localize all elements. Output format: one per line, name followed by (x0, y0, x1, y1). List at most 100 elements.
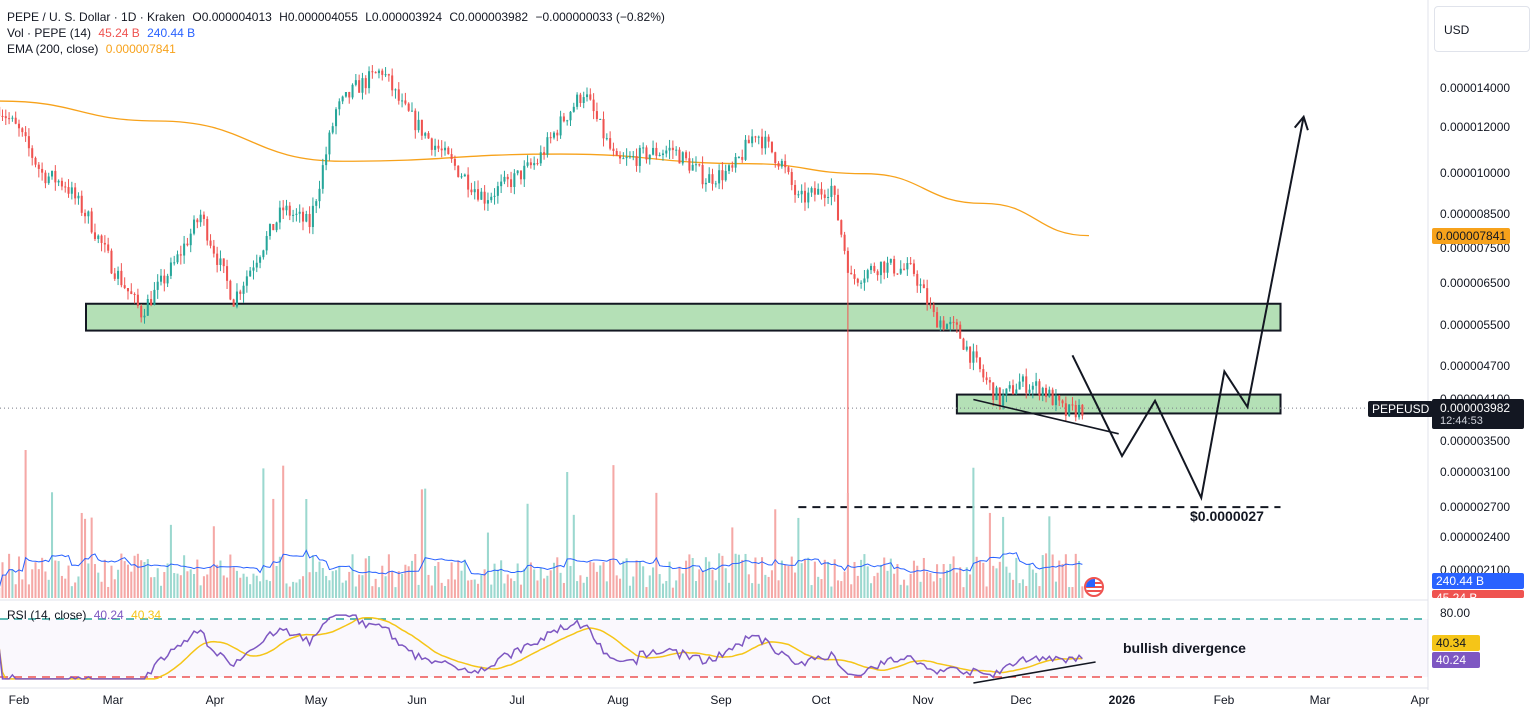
time-label: Apr (1410, 693, 1430, 707)
candle-body (209, 240, 212, 246)
candle-body (652, 147, 655, 155)
candle-body (424, 133, 427, 136)
volume-bar (348, 571, 351, 598)
volume-bar (424, 488, 427, 598)
currency-button[interactable]: USD (1434, 6, 1530, 52)
candle-body (546, 137, 549, 155)
candle-body (1005, 388, 1008, 395)
volume-bar (526, 503, 529, 598)
volume-label[interactable]: Vol · PEPE (14) (7, 26, 92, 40)
volume-bar (480, 575, 483, 598)
candle-body (1011, 385, 1015, 395)
volume-bar (209, 566, 212, 598)
volume-bar (546, 575, 549, 598)
price-tick: 0.000003100 (1440, 465, 1511, 479)
candle-body (503, 176, 506, 182)
volume-bar (27, 584, 30, 598)
candle-body (57, 180, 60, 183)
candle-body (110, 250, 113, 274)
volume-bar (612, 465, 615, 598)
volume-bar (744, 553, 747, 598)
candle-body (562, 116, 565, 122)
volume-bar (80, 512, 83, 598)
volume-bar (833, 559, 836, 598)
volume-bar (926, 571, 929, 598)
volume-bar (731, 527, 734, 598)
volume-bar (262, 468, 265, 598)
candle-body (936, 312, 939, 328)
volume-bar (1071, 587, 1074, 598)
candle-body (566, 120, 569, 122)
candle-body (100, 235, 103, 243)
volume-bar (4, 574, 7, 598)
candle-body (533, 163, 536, 166)
volume-bar (959, 567, 962, 598)
volume-bar (391, 571, 394, 598)
us-flag-icon[interactable] (1084, 577, 1104, 597)
candle-body (698, 164, 701, 166)
volume-bar (794, 572, 797, 598)
candle-body (912, 263, 915, 274)
price-tick: 0.000012000 (1440, 120, 1511, 134)
time-label: Feb (1213, 693, 1235, 707)
candle-body (282, 207, 285, 211)
candle-body (255, 262, 258, 268)
candle-body (873, 265, 876, 272)
volume-bar (632, 576, 635, 598)
volume-bar (797, 517, 800, 598)
candle-body (840, 220, 843, 235)
volume-bar (559, 572, 562, 598)
open-value: O0.000004013 (192, 10, 272, 24)
volume-bar (143, 562, 146, 598)
candle-body (552, 132, 556, 138)
candle-body (341, 96, 344, 102)
volume-bar (562, 582, 565, 598)
candle-body (1054, 395, 1057, 406)
candle-body (1074, 404, 1077, 418)
ema-label[interactable]: EMA (200, close) (7, 42, 99, 56)
volume-bar (57, 561, 60, 598)
rsi-label[interactable]: RSI (14, close) (7, 608, 87, 622)
volume-ma-value: 240.44 B (147, 26, 196, 40)
rsi-line (0, 614, 1083, 680)
volume-bar (665, 580, 668, 598)
volume-bar (351, 554, 354, 598)
candle-body (1068, 404, 1071, 416)
candle-body (737, 156, 740, 158)
volume-bar (120, 553, 123, 598)
time-label: Mar (102, 693, 124, 707)
candle-body (724, 170, 727, 181)
volume-bar (1051, 554, 1054, 598)
volume-bar (17, 556, 21, 598)
candle-body (354, 80, 357, 85)
candle-body (87, 211, 90, 217)
high-value: H0.000004055 (279, 10, 358, 24)
candle-body (794, 184, 797, 195)
candle-body (909, 263, 912, 265)
candle-body (219, 258, 222, 265)
volume-bar (711, 569, 714, 598)
volume-bar (714, 580, 717, 598)
symbol-line[interactable]: PEPE / U. S. Dollar · 1D · Kraken (7, 10, 186, 24)
volume-bar (344, 580, 347, 598)
volume-bar (691, 558, 694, 598)
volume-bar (869, 583, 873, 598)
candle-body (490, 196, 493, 201)
candle-body (543, 152, 546, 155)
candle-body (860, 282, 863, 284)
candle-body (813, 188, 816, 195)
volume-bar (123, 561, 126, 598)
ema-legend: EMA (200, close) 0.000007841 (7, 41, 180, 57)
candle-body (11, 117, 14, 119)
candle-body (156, 281, 159, 290)
candle-body (658, 155, 661, 157)
volume-bar (817, 576, 820, 598)
candle-body (44, 172, 47, 184)
candle-body (206, 218, 209, 241)
candle-body (387, 74, 390, 76)
volume-bar (97, 572, 100, 598)
volume-bar (694, 581, 698, 598)
volume-bar (780, 560, 783, 598)
candle-body (272, 224, 275, 231)
